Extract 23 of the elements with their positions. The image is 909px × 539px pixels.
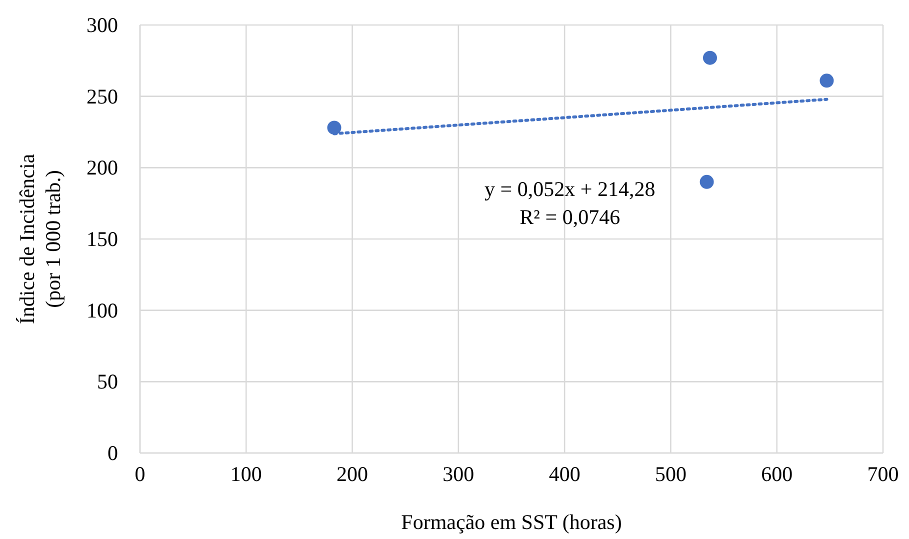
y-tick-label: 100 bbox=[86, 298, 118, 322]
y-tick-label: 50 bbox=[97, 370, 118, 394]
y-tick-label: 150 bbox=[86, 227, 118, 251]
x-tick-label: 700 bbox=[867, 462, 899, 486]
point bbox=[700, 174, 714, 189]
x-axis-title: Formação em SST (horas) bbox=[401, 510, 622, 534]
y-axis-title: Índice de Incidência (por 1 000 trab.) bbox=[15, 153, 65, 324]
x-tick-label: 600 bbox=[761, 462, 793, 486]
annotation: y = 0,052x + 214,28 bbox=[484, 177, 656, 202]
point bbox=[820, 74, 834, 88]
x-tick-label: 100 bbox=[230, 462, 262, 486]
y-tick-label: 200 bbox=[86, 156, 118, 180]
x-tick-label: 0 bbox=[134, 462, 146, 486]
annotation: R² = 0,0746 bbox=[520, 205, 620, 230]
x-tick-label: 200 bbox=[336, 462, 368, 486]
y-tick-label: 300 bbox=[86, 13, 118, 37]
x-tick-label: 400 bbox=[548, 462, 580, 486]
point bbox=[327, 120, 342, 135]
x-tick-label: 300 bbox=[442, 462, 474, 486]
y-tick-label: 250 bbox=[86, 84, 118, 108]
point bbox=[702, 50, 717, 65]
y-tick-label: 0 bbox=[108, 441, 118, 465]
x-tick-label: 500 bbox=[654, 462, 686, 486]
